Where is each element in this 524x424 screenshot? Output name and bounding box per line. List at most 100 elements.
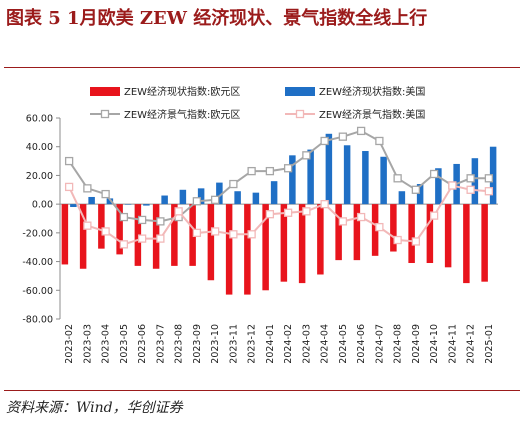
bar-eu-current [152,204,160,269]
eu-sentiment-point [229,179,238,189]
eu-sentiment-point [83,184,92,193]
bar-eu-current [298,204,306,284]
bar-us-current [106,198,114,205]
eu-sentiment-point [375,136,384,146]
us-sentiment-point [411,237,421,246]
legend-item-eu-current: ZEW经济现状指数:欧元区 [90,85,240,98]
y-tick-label: 40.00 [26,142,53,153]
x-tick-label: 2024-10 [429,324,440,364]
us-sentiment-point [320,199,329,209]
legend-label-eu-sentiment: ZEW经济景气指数:欧元区 [124,108,240,121]
bar-us-current [380,156,387,205]
legend-item-us-sentiment: ZEW经济景气指数:美国 [285,108,425,121]
bar-us-current [161,195,168,205]
eu-sentiment-point [119,212,129,222]
x-tick-label: 2023-08 [174,324,185,364]
eu-sentiment-point [192,197,202,206]
eu-sentiment-point [64,156,74,166]
legend-label-us-current: ZEW经济现状指数:美国 [319,85,425,98]
eu-sentiment-point [338,132,348,141]
us-sentiment-point [101,227,110,236]
bar-eu-current [225,204,233,295]
eu-sentiment-point [137,215,147,225]
legend-item-eu-sentiment: ZEW经济景气指数:欧元区 [90,108,240,121]
bar-us-current [307,149,314,205]
us-sentiment-point [356,212,366,222]
bar-us-current [325,133,333,205]
bar-eu-current [262,204,269,291]
bar-us-current [216,182,223,205]
bar-us-current [343,145,351,205]
y-tick-label: -60.00 [22,286,53,297]
bar-eu-current [116,204,123,255]
us-sentiment-point [466,185,475,194]
bar-eu-current [353,204,361,261]
x-tick-label: 2024-08 [393,324,404,364]
x-tick-label: 2023-06 [137,324,148,364]
bar-eu-current [408,204,415,264]
x-tick-label: 2023-09 [192,324,203,364]
y-tick-label: -40.00 [22,257,53,268]
x-tick-label: 2024-04 [320,324,331,364]
x-tick-label: 2024-11 [447,324,458,364]
bar-us-current [179,189,187,205]
y-tick-label: 0.00 [32,200,53,211]
bar-eu-current [426,204,434,264]
bar-us-current [143,204,150,206]
eu-sentiment-point [101,189,110,199]
eu-sentiment-point [302,151,311,160]
us-sentiment-point [210,227,220,236]
bar-us-current [270,181,278,205]
eu-sentiment-line [68,129,489,223]
us-sentiment-point [83,221,92,230]
bar-eu-current [189,204,196,266]
us-sentiment-point [338,217,348,226]
bar-eu-current [317,204,324,275]
eu-sentiment-point [156,217,165,226]
y-tick-label: -20.00 [22,228,53,239]
eu-sentiment-point [393,174,402,183]
us-sentiment-point [174,207,183,216]
bar-us-current [489,146,497,205]
title-rule [4,67,520,68]
bar-eu-current [134,204,142,266]
bar-eu-current [371,204,379,256]
legend: ZEW经济现状指数:欧元区 ZEW经济现状指数:美国 ZEW经济景气指数:欧元区… [90,85,425,121]
legend-marker-eu-sentiment [100,109,110,119]
bar-us-current [416,184,424,205]
us-sentiment-point [393,235,402,245]
us-sentiment-point [265,210,275,219]
source-rule [4,390,520,391]
us-sentiment-point [448,181,457,190]
us-sentiment-point [119,240,129,249]
bar-eu-current [171,204,178,266]
us-sentiment-point [484,187,494,196]
bar-us-current [197,188,205,205]
bar-us-current [398,191,406,205]
bar-us-current [234,191,241,205]
eu-sentiment-point [429,169,439,179]
bar-eu-current [98,204,105,249]
x-tick-label: 2023-02 [64,324,75,364]
us-sentiment-point [302,207,311,216]
legend-swatch-eu-current [90,87,120,96]
legend-item-us-current: ZEW经济现状指数:美国 [285,85,425,98]
bar-us-current [362,151,369,205]
us-sentiment-point [229,230,238,239]
x-tick-label: 2024-05 [338,324,349,364]
bar-us-current [471,158,479,205]
bar-eu-current [61,204,69,265]
x-tick-label: 2024-12 [466,324,477,364]
x-tick-label: 2023-07 [155,324,166,364]
y-tick-label: 20.00 [26,171,53,182]
us-sentiment-point [137,234,147,243]
bar-us-current [88,196,95,205]
x-tick-label: 2023-04 [101,324,112,364]
x-tick-label: 2024-09 [411,324,422,364]
x-tick-label: 2023-05 [119,324,130,364]
y-tick-label: -80.00 [22,315,53,326]
x-tick-label: 2023-11 [228,324,239,364]
legend-marker-us-sentiment [295,109,305,119]
bar-eu-current [280,204,288,282]
us-sentiment-point [192,228,202,238]
